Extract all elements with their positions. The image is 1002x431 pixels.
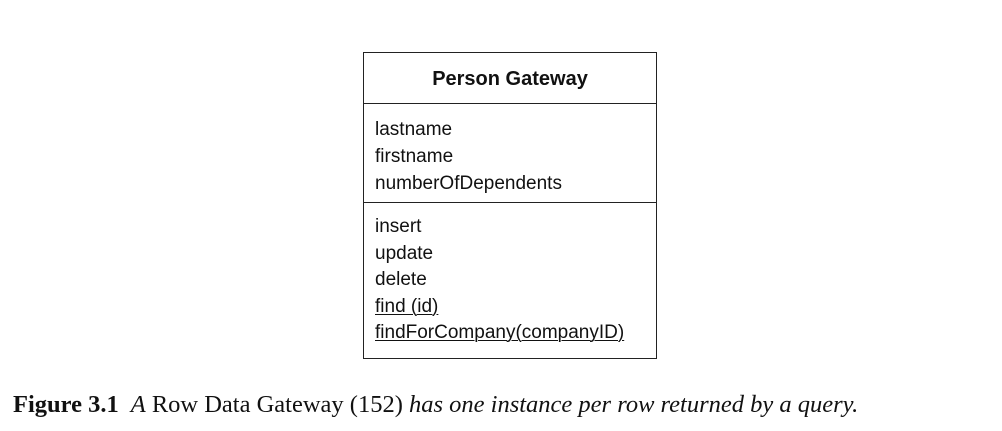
caption-pattern-name: Row Data Gateway (152) <box>151 391 403 418</box>
uml-class-box: Person Gateway lastname firstname number… <box>363 52 657 359</box>
caption-description: has one instance per row returned by a q… <box>408 391 859 418</box>
attribute-firstname: firstname <box>375 146 454 167</box>
attributes-compartment: lastname firstname numberOfDependents <box>364 104 656 203</box>
figure-caption: Figure 3.1 A Row Data Gateway (152) has o… <box>13 391 858 419</box>
operation-find-for-company: findForCompany(companyID) <box>375 322 625 343</box>
operation-insert: insert <box>375 216 422 237</box>
attribute-number-of-dependents: numberOfDependents <box>375 173 562 194</box>
class-name: Person Gateway <box>364 53 656 104</box>
attribute-lastname: lastname <box>375 119 453 140</box>
operation-delete: delete <box>375 269 427 290</box>
operation-find: find (id) <box>375 295 439 317</box>
caption-italic-a: A <box>130 391 146 418</box>
operations-compartment: insert update delete find (id) findForCo… <box>364 203 656 347</box>
figure-label: Figure 3.1 <box>13 391 119 418</box>
operation-update: update <box>375 242 434 264</box>
